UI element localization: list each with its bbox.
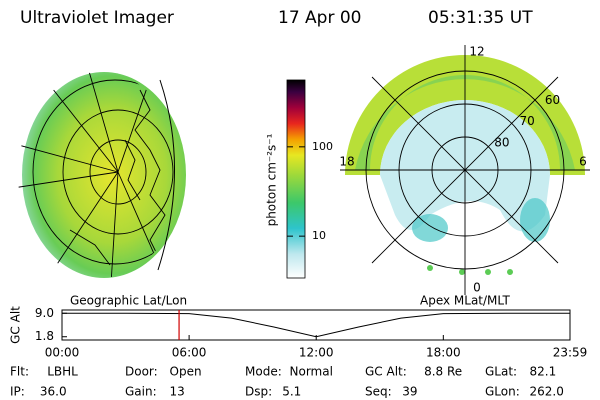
x-tick-label: 12:00: [299, 346, 334, 360]
altitude-line: [62, 312, 570, 338]
field-value: 8.8 Re: [424, 365, 462, 379]
field-label: Mode:: [245, 365, 282, 379]
field-value: 39: [402, 385, 417, 399]
timeline-ylabel: GC Alt: [9, 306, 23, 344]
field-label: GLat:: [485, 365, 517, 379]
mlt-label: 6: [579, 155, 587, 169]
field-label: Gain:: [125, 385, 157, 399]
field-value: LBHL: [47, 365, 78, 379]
mlt-label: 18: [339, 155, 354, 169]
footer: Flt: LBHL Door: Open Mode: Normal GC Alt: 8.8 R…: [10, 365, 564, 399]
field-label: Door:: [125, 365, 158, 379]
x-tick-label: 06:00: [172, 346, 207, 360]
x-tick-label: 23:59: [553, 346, 588, 360]
instrument: Ultraviolet Imager: [20, 8, 174, 28]
y-tick-label: 9.0: [35, 306, 54, 320]
field-label: GC Alt:: [365, 365, 407, 379]
lat-label: 60: [545, 93, 560, 107]
field-value: 13: [170, 385, 185, 399]
field-value: 5.1: [282, 385, 301, 399]
field-value: Open: [170, 365, 202, 379]
x-tick-label: 18:00: [426, 346, 461, 360]
y-tick-label: 1.8: [35, 329, 54, 343]
time: 05:31:35 UT: [428, 8, 533, 28]
field-label: Flt:: [10, 365, 29, 379]
x-tick-label: 00:00: [45, 346, 80, 360]
lat-label: 80: [494, 135, 509, 149]
field-label: GLon:: [485, 385, 520, 399]
field-value: 82.1: [530, 365, 557, 379]
timeline-right-title: Apex MLat/MLT: [420, 294, 510, 308]
colorbar-tick-label: 100: [312, 140, 333, 153]
lat-label: 70: [520, 114, 535, 128]
field-value: 262.0: [530, 385, 564, 399]
field-value: 36.0: [40, 385, 67, 399]
timeline-left-title: Geographic Lat/Lon: [70, 294, 187, 308]
field-label: IP:: [10, 385, 25, 399]
mlt-label: 0: [473, 281, 481, 295]
date: 17 Apr 00: [278, 8, 361, 28]
polar-image: [340, 45, 590, 295]
field-label: Seq:: [365, 385, 392, 399]
colorbar: [286, 79, 306, 279]
field-label: Dsp:: [245, 385, 272, 399]
field-value: Normal: [290, 365, 333, 379]
globe-image: [18, 72, 186, 278]
colorbar-label: photon cm⁻²s⁻¹: [265, 133, 279, 226]
mlt-label: 12: [469, 45, 484, 59]
colorbar-tick-label: 10: [312, 229, 326, 242]
